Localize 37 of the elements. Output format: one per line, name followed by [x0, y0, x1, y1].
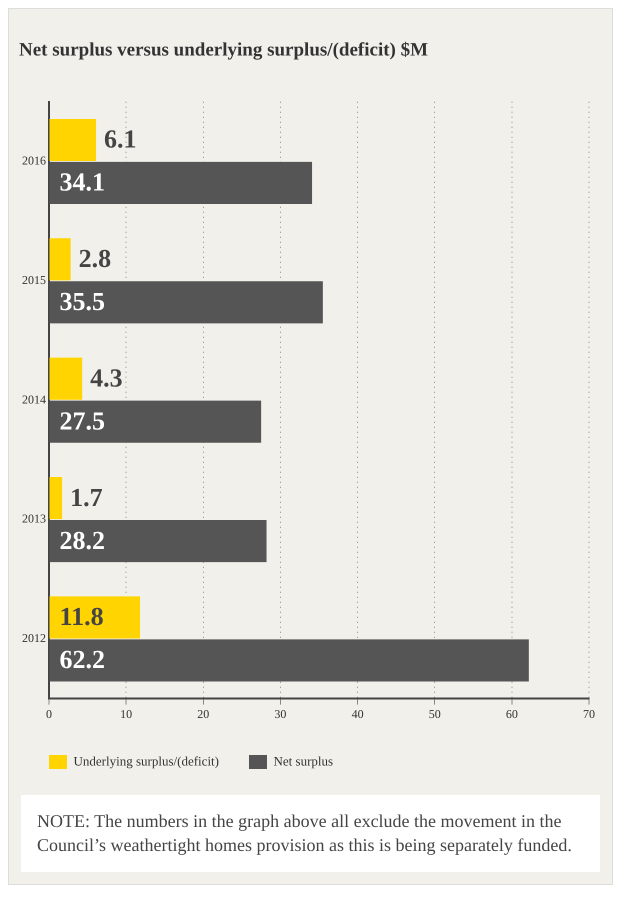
- x-tick-label: 40: [352, 706, 364, 721]
- y-tick-label: 2015: [22, 272, 46, 287]
- x-tick-label: 30: [274, 706, 286, 721]
- data-label: 35.5: [60, 287, 105, 316]
- data-label: 28.2: [60, 526, 105, 555]
- legend-label: Net surplus: [273, 753, 334, 768]
- x-tick-label: 70: [583, 706, 595, 721]
- y-tick-label: 2013: [22, 512, 46, 526]
- text: NOTE: The numbers in the graph above all exclude the movement in the Council’s weathertight homes provision as this is being separately funded.: [21, 795, 600, 872]
- data-label: 62.2: [60, 645, 105, 674]
- x-tick-label: 20: [197, 706, 210, 721]
- bar: [50, 118, 96, 162]
- data-label: 6.1: [104, 124, 137, 154]
- data-label: 34.1: [60, 168, 105, 197]
- bar: [50, 639, 529, 682]
- bar: [50, 238, 71, 280]
- x-tick-label: 0: [46, 706, 52, 721]
- bar: [50, 596, 140, 638]
- bar: [50, 281, 323, 324]
- bar: [50, 162, 312, 204]
- chart-title: Net surplus versus underlying surplus/(deficit) $M: [19, 39, 428, 60]
- legend-label: Underlying surplus/(deficit): [74, 753, 219, 768]
- bar: [50, 477, 62, 520]
- data-label: 27.5: [60, 406, 105, 436]
- y-tick-label: 2012: [22, 631, 46, 646]
- data-label: 1.7: [70, 482, 103, 512]
- y-tick-label: 2014: [22, 392, 46, 406]
- x-tick-label: 60: [506, 706, 518, 721]
- x-tick-label: 50: [428, 706, 441, 721]
- data-label: 2.8: [78, 244, 112, 274]
- data-label: 11.8: [60, 602, 104, 632]
- y-tick-label: 2016: [22, 154, 46, 168]
- bar: [50, 358, 82, 400]
- x-tick-label: 10: [120, 706, 132, 721]
- bar: [50, 400, 262, 443]
- data-label: 4.3: [90, 363, 123, 392]
- bar: [50, 520, 267, 562]
